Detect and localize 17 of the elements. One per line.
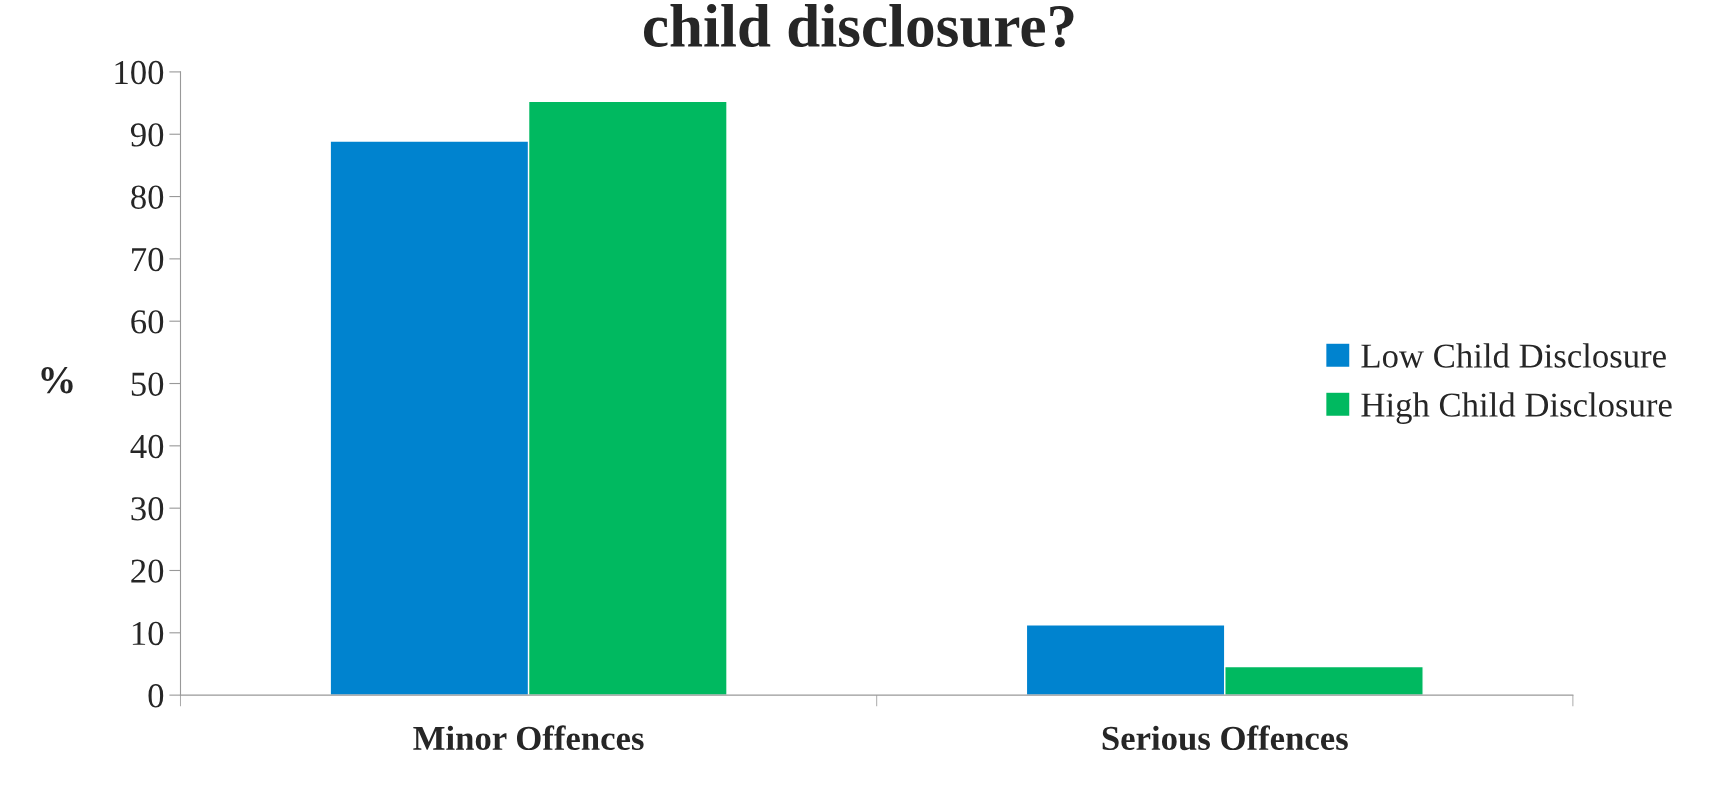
- y-tick-label: 90: [130, 123, 164, 147]
- y-tick-label: 50: [131, 372, 164, 396]
- legend-label: High Child Disclosure: [1361, 392, 1672, 424]
- legend-label: Low Child Disclosure: [1361, 343, 1666, 368]
- y-tick-label: 10: [132, 621, 164, 646]
- y-tick-label: 40: [130, 434, 164, 459]
- y-tick-label: 0: [148, 684, 164, 708]
- y-tick-label: 20: [131, 559, 164, 583]
- chart-title: child disclosure?: [643, 4, 1074, 48]
- y-tick-label: 100: [115, 60, 164, 85]
- y-tick-label: 80: [131, 185, 164, 209]
- y-tick-label: 30: [131, 497, 164, 521]
- x-tick-label: Minor Offences: [413, 725, 644, 751]
- y-tick-label: 70: [132, 247, 164, 272]
- x-tick-label: Serious Offences: [1102, 725, 1348, 751]
- y-tick-label: 60: [131, 310, 164, 334]
- y-axis-title: %: [41, 367, 73, 394]
